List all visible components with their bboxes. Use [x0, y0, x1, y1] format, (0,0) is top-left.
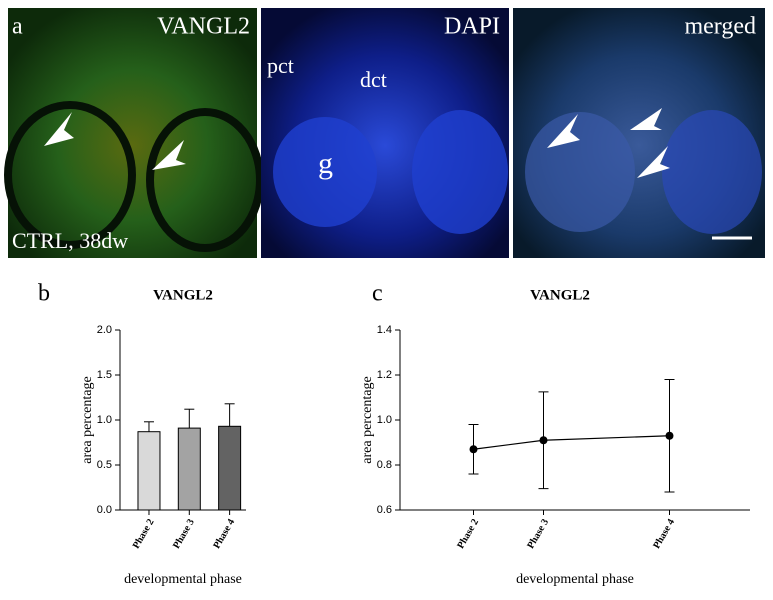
y-tick-label: 1.5	[97, 369, 112, 381]
bar	[218, 425, 242, 511]
panel-label: c	[372, 281, 383, 307]
image-title: VANGL2	[157, 14, 250, 40]
annotation: CTRL, 38dw	[12, 228, 128, 253]
y-tick-label: 1.2	[377, 369, 392, 381]
annotation: dct	[360, 67, 387, 92]
point	[539, 436, 548, 445]
chart-title: VANGL2	[153, 287, 213, 303]
annotation: g	[318, 147, 333, 180]
point	[469, 445, 478, 454]
x-tick-label: Phase 3	[525, 517, 551, 551]
panel-label: b	[38, 281, 50, 307]
micrographs: a VANGL2 CTRL, 38dw DAPI pct dct g merge…	[4, 8, 765, 258]
arrow	[630, 108, 662, 130]
y-tick-label: 0.6	[377, 504, 392, 516]
y-axis-label: area percentage	[360, 376, 375, 463]
glomerulus	[412, 110, 508, 234]
arrow	[547, 114, 580, 148]
y-tick-label: 1.0	[97, 414, 112, 426]
glomerulus-outline	[4, 101, 136, 249]
line	[473, 435, 670, 450]
point	[665, 431, 674, 440]
arrow	[44, 112, 74, 146]
annotation: pct	[267, 53, 294, 78]
panel-label: a	[12, 14, 23, 40]
x-axis-label: developmental phase	[124, 572, 242, 587]
image-title: DAPI	[444, 14, 500, 40]
x-tick-label: Phase 2	[131, 517, 157, 551]
x-tick-label: Phase 3	[171, 517, 197, 551]
x-tick-label: Phase 4	[211, 517, 237, 551]
glomerulus	[525, 112, 635, 232]
x-axis-label: developmental phase	[516, 572, 634, 587]
arrows	[44, 108, 670, 178]
y-tick-label: 0.8	[377, 459, 392, 471]
image-title: merged	[684, 14, 756, 40]
glomerulus	[273, 117, 377, 227]
x-tick-label: Phase 4	[651, 517, 677, 551]
chart-title: VANGL2	[530, 287, 590, 303]
y-tick-label: 1.0	[377, 414, 392, 426]
glomerulus	[662, 110, 762, 234]
x-tick-label: Phase 2	[455, 517, 481, 551]
bar	[137, 431, 161, 511]
y-axis-label: area percentage	[80, 376, 95, 463]
vangl2-image	[8, 8, 257, 258]
arrow	[637, 146, 670, 178]
y-tick-label: 0.0	[97, 504, 112, 516]
glomerulus-outline	[146, 108, 264, 252]
bar	[177, 427, 201, 511]
y-tick-label: 0.5	[97, 459, 112, 471]
y-tick-label: 2.0	[97, 324, 112, 336]
arrow	[152, 140, 186, 170]
y-tick-label: 1.4	[377, 324, 392, 336]
